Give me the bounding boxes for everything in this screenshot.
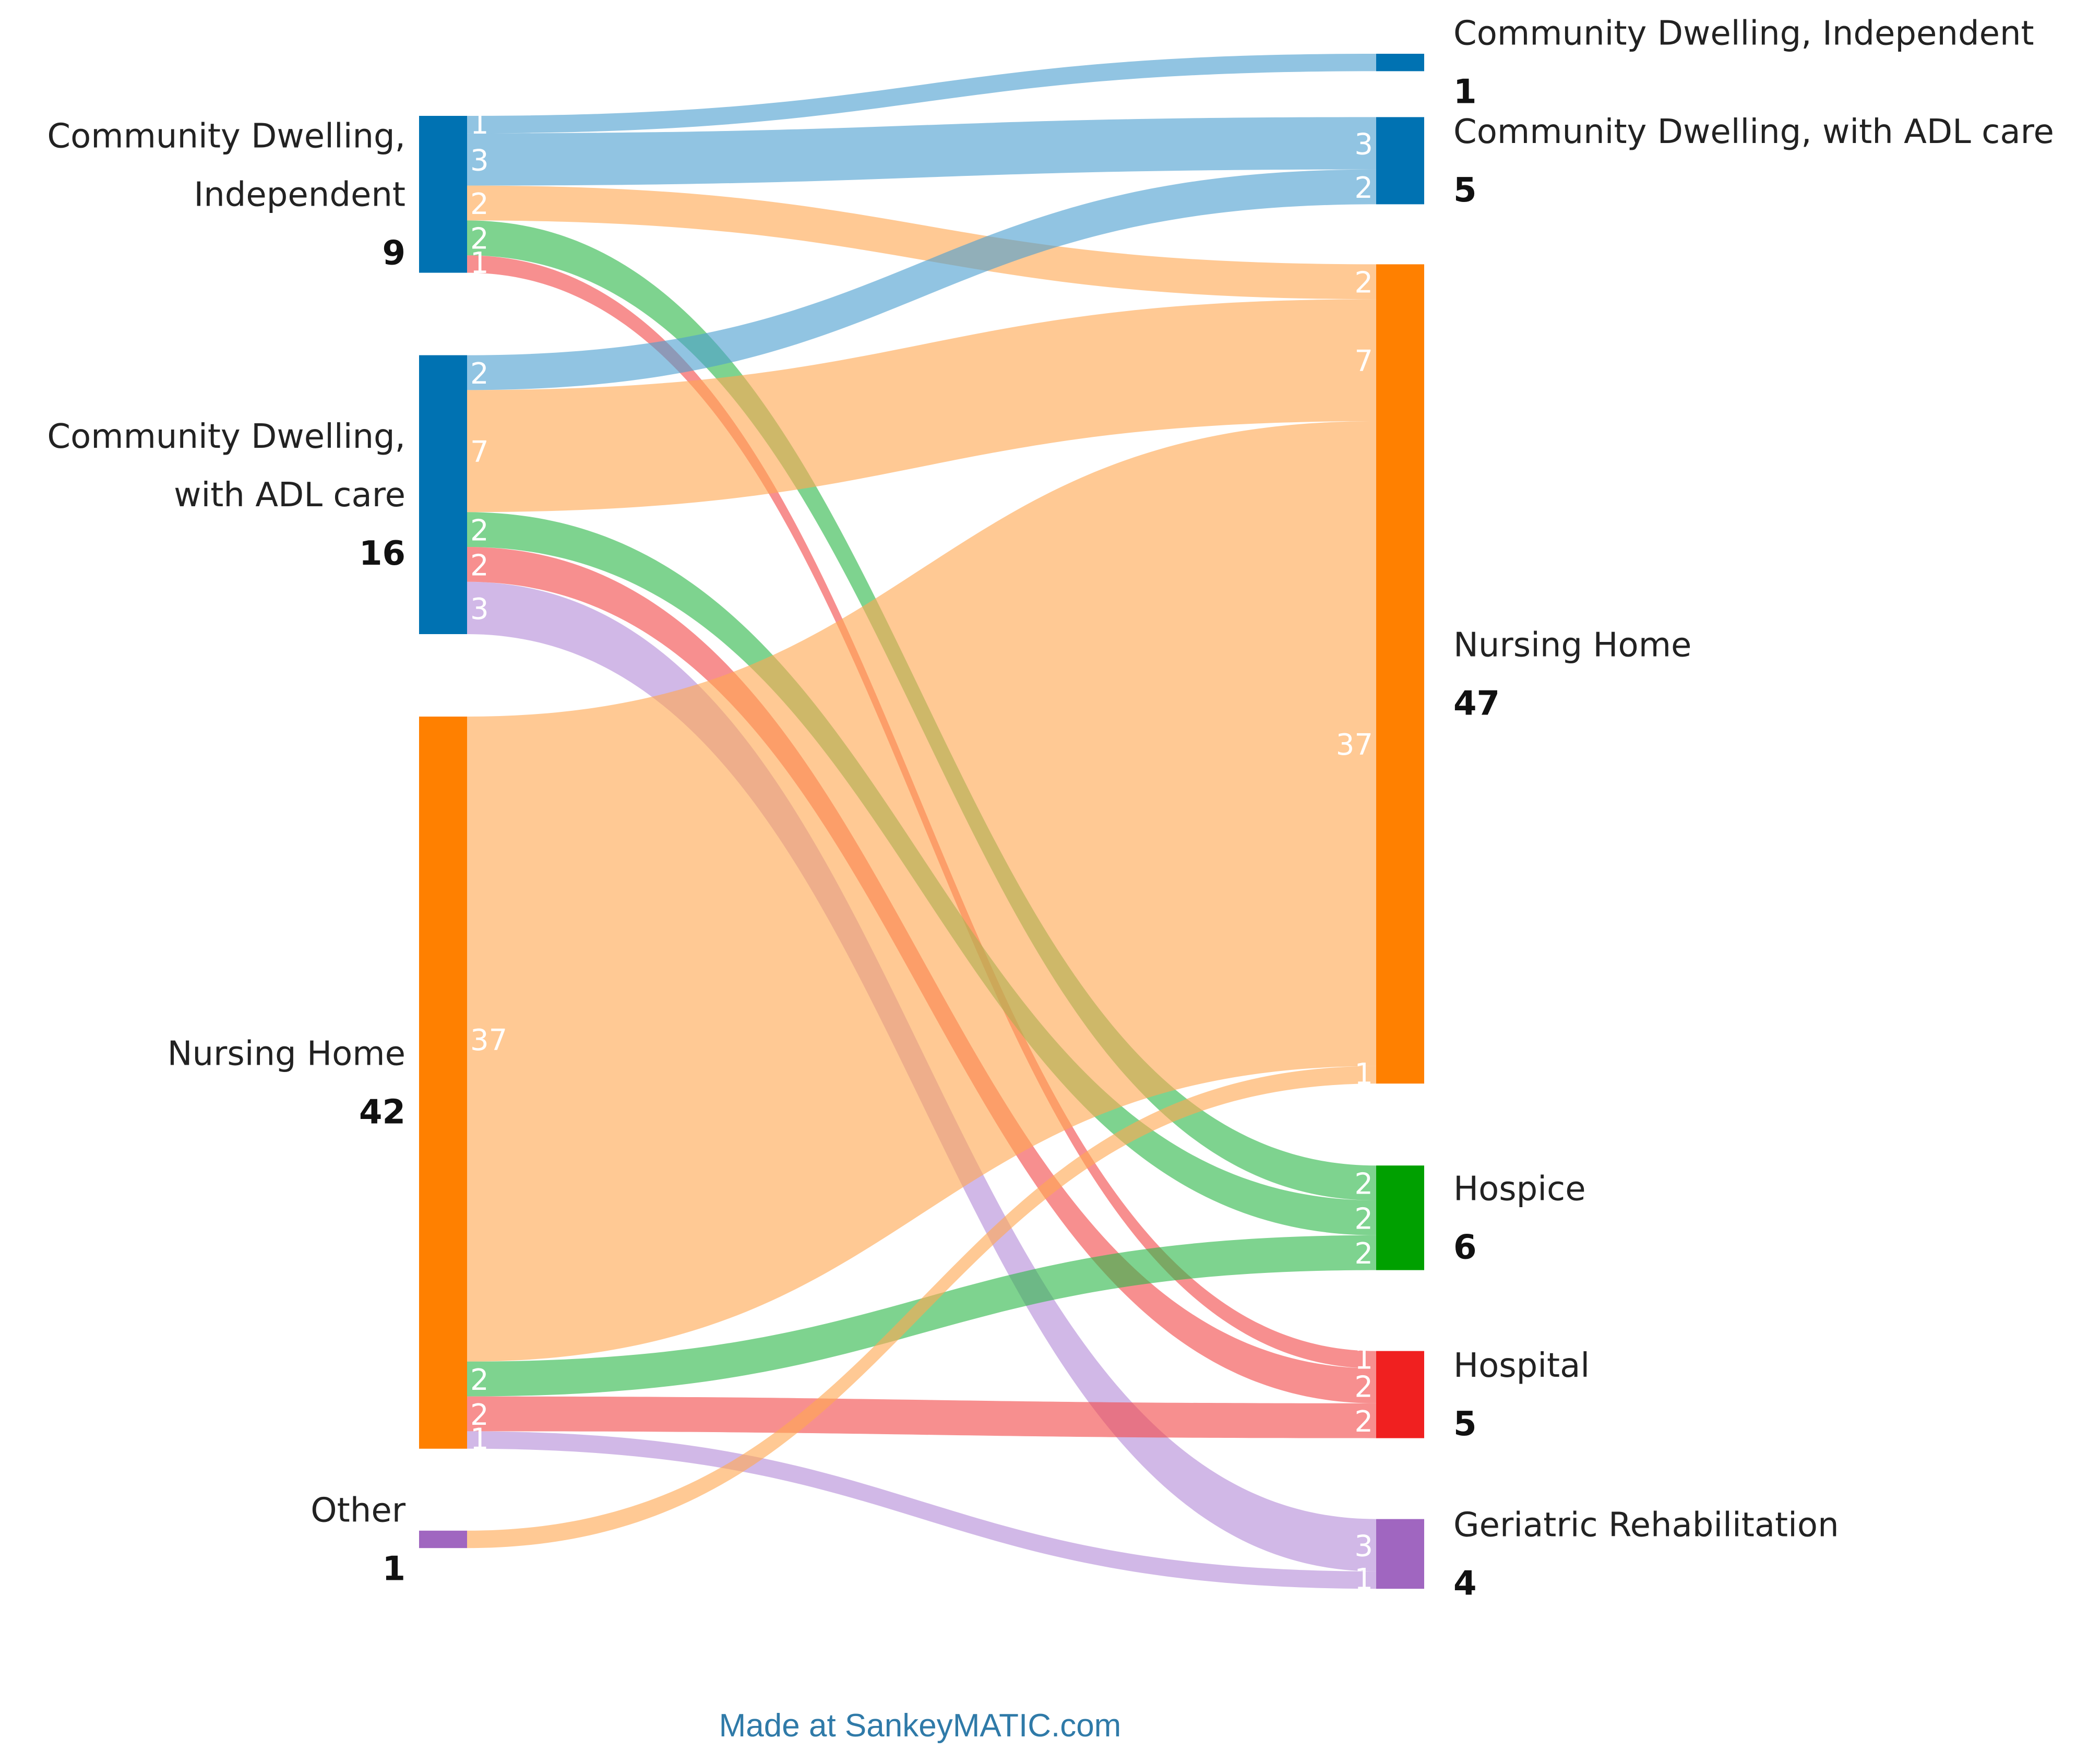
node-value-src_cda: 16 (359, 534, 405, 573)
node-value-tgt_hospice: 6 (1453, 1228, 1477, 1267)
flow-label-source-src_cdi-to-tgt_hospital: 1 (470, 246, 489, 280)
flow-src_nh-to-tgt_hospice (467, 1235, 1376, 1397)
flow-label-source-src_cda-to-tgt_hospice: 2 (470, 514, 489, 547)
flow-label-target-src_other-to-tgt_nh: 1 (1354, 1057, 1373, 1091)
flow-label-target-src_cdi-to-tgt_hospice: 2 (1354, 1167, 1373, 1201)
flows-layer (467, 54, 1376, 1589)
flow-label-source-src_nh-to-tgt_hospital: 2 (470, 1398, 489, 1432)
flow-label-source-src_cdi-to-tgt_nh: 2 (470, 187, 489, 221)
node-src_cda (419, 355, 467, 634)
node-label-src_other-line-0: Other (311, 1492, 405, 1530)
node-label-tgt_hospice-line-0: Hospice (1453, 1170, 1586, 1208)
node-label-src_nh-line-0: Nursing Home (168, 1034, 405, 1073)
flow-label-source-src_cdi-to-tgt_hospice: 2 (470, 222, 489, 256)
flow-src_nh-to-tgt_nh (467, 421, 1376, 1362)
node-label-tgt_cda-line-0: Community Dwelling, with ADL care (1453, 113, 2054, 151)
flow-src_other-to-tgt_nh (467, 1066, 1376, 1548)
flow-label-target-src_cda-to-tgt_hospital: 2 (1354, 1370, 1373, 1404)
flow-src_nh-to-tgt_hospital (467, 1396, 1376, 1438)
node-label-tgt_hospital-line-0: Hospital (1453, 1347, 1590, 1385)
flow-label-source-src_nh-to-tgt_nh: 37 (470, 1023, 507, 1057)
flow-label-target-src_nh-to-tgt_hospital: 2 (1354, 1405, 1373, 1439)
node-tgt_hospice (1376, 1165, 1424, 1270)
node-value-tgt_cda: 5 (1453, 171, 1477, 210)
node-tgt_hospital (1376, 1351, 1424, 1438)
node-value-tgt_cdi: 1 (1453, 73, 1477, 112)
node-tgt_cda (1376, 117, 1424, 205)
node-src_cdi (419, 116, 467, 273)
flow-label-target-src_cdi-to-tgt_cda: 3 (1354, 127, 1373, 161)
flow-label-target-src_nh-to-tgt_geri: 1 (1354, 1563, 1373, 1597)
node-label-tgt_geri-line-0: Geriatric Rehabilitation (1453, 1506, 1839, 1544)
node-label-src_cda-line-1: with ADL care (174, 476, 405, 515)
node-tgt_nh (1376, 264, 1424, 1084)
flow-label-source-src_cdi-to-tgt_cdi: 1 (470, 107, 489, 141)
flow-label-target-src_cda-to-tgt_hospice: 2 (1354, 1202, 1373, 1236)
node-value-tgt_hospital: 5 (1453, 1405, 1477, 1444)
flow-src_cda-to-tgt_nh (467, 299, 1376, 513)
flow-src_cdi-to-tgt_cdi (467, 54, 1376, 134)
node-label-src_cda-line-0: Community Dwelling, (47, 418, 405, 456)
node-value-tgt_nh: 47 (1453, 684, 1500, 723)
flow-label-target-src_cda-to-tgt_geri: 3 (1354, 1530, 1373, 1564)
node-value-src_nh: 42 (359, 1093, 405, 1131)
flow-label-target-src_nh-to-tgt_nh: 37 (1336, 728, 1373, 762)
node-src_nh (419, 717, 467, 1449)
flow-label-source-src_cda-to-tgt_cda: 2 (470, 357, 489, 391)
node-tgt_cdi (1376, 54, 1424, 72)
flow-label-target-src_cdi-to-tgt_nh: 2 (1354, 266, 1373, 300)
flow-label-target-src_nh-to-tgt_hospice: 2 (1354, 1237, 1373, 1271)
flow-src_nh-to-tgt_geri (467, 1431, 1376, 1589)
node-label-src_cdi-line-0: Community Dwelling, (47, 117, 405, 156)
flow-label-target-src_cdi-to-tgt_hospital: 1 (1354, 1342, 1373, 1376)
node-src_other (419, 1530, 467, 1548)
flow-label-source-src_cdi-to-tgt_cda: 3 (470, 144, 489, 177)
flow-src_cdi-to-tgt_nh (467, 185, 1376, 300)
node-value-tgt_geri: 4 (1453, 1564, 1477, 1603)
node-value-src_cdi: 9 (382, 234, 405, 272)
node-value-src_other: 1 (382, 1550, 405, 1589)
flow-src_cda-to-tgt_cda (467, 169, 1376, 390)
flow-label-source-src_cda-to-tgt_nh: 7 (470, 435, 489, 469)
nodes-layer (419, 54, 1424, 1589)
credit-text: Made at SankeyMATIC.com (719, 1708, 1121, 1744)
flow-label-target-src_cda-to-tgt_nh: 7 (1354, 344, 1373, 378)
flow-label-target-src_cda-to-tgt_cda: 2 (1354, 171, 1373, 205)
node-label-src_cdi-line-1: Independent (194, 175, 405, 214)
node-label-tgt_cdi-line-0: Community Dwelling, Independent (1453, 15, 2034, 53)
flow-label-source-src_cda-to-tgt_geri: 3 (470, 592, 489, 626)
flow-label-source-src_nh-to-tgt_geri: 1 (470, 1422, 489, 1456)
flow-label-source-src_nh-to-tgt_hospice: 2 (470, 1363, 489, 1397)
flow-label-source-src_cda-to-tgt_hospital: 2 (470, 549, 489, 582)
node-tgt_geri (1376, 1519, 1424, 1589)
flow-src_cdi-to-tgt_cda (467, 117, 1376, 186)
node-label-tgt_nh-line-0: Nursing Home (1453, 626, 1691, 664)
